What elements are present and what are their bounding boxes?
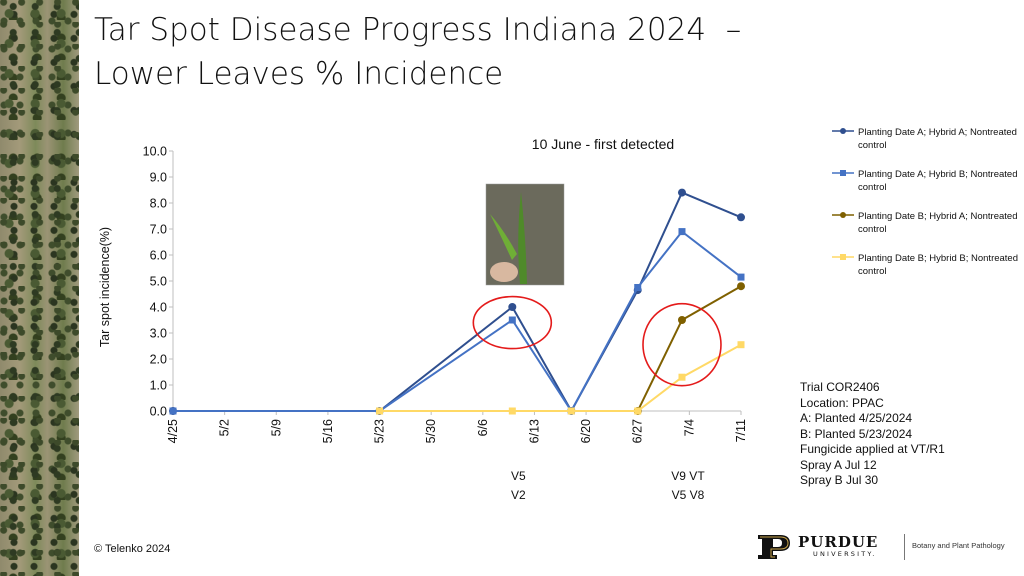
legend-swatch-2: [832, 170, 854, 176]
line-chart: 0.0 1.0 2.0 3.0 4.0 5.0 6.0 7.0 8.0 9.0 10.0 4/25 5/…: [98, 136, 748, 502]
trial-line-5: Fungicide applied at VT/R1: [800, 442, 945, 456]
series-2-point: [634, 284, 642, 291]
legend-swatch-1: [832, 128, 854, 134]
series-2-point: [737, 273, 745, 281]
series-4-point: [737, 341, 745, 349]
y-tick-label: 8.0: [150, 197, 167, 211]
growth-stage-label: V9 VT: [671, 469, 705, 483]
legend-label-3: Planting Date B; Hybrid A; Nontreated co…: [858, 211, 1018, 235]
series-3-point: [737, 282, 745, 291]
series-4-point: [567, 407, 575, 415]
trial-line-7: Spray B Jul 30: [800, 473, 879, 487]
series-4-point: [634, 407, 642, 415]
growth-stage-label: V5: [511, 469, 526, 483]
x-tick-label: 6/27: [631, 419, 645, 443]
series-line-2: [173, 230, 742, 413]
y-tick-label: 9.0: [150, 171, 167, 185]
y-tick-label: 4.0: [150, 301, 167, 315]
first-detected-annotation: 10 June - first detected: [532, 136, 674, 152]
series-2-point: [678, 228, 686, 236]
growth-stage-label: V5 V8: [672, 488, 705, 502]
logo-divider: [904, 534, 905, 560]
legend-item-3: Planting Date B; Hybrid A; Nontreated co…: [832, 210, 1022, 252]
y-tick-label: 10.0: [143, 145, 167, 159]
legend-swatch-3: [832, 212, 854, 218]
title-line-2: Lower Leaves % Incidence: [94, 56, 504, 92]
field-photo-strip: [0, 0, 79, 576]
series-4-point: [376, 407, 384, 415]
x-tick-label: 5/30: [424, 419, 438, 443]
inset-photo-leaf: [518, 192, 527, 284]
legend-item-4: Planting Date B; Hybrid B; Nontreated co…: [832, 252, 1022, 294]
logo-subtitle: UNIVERSITY.: [813, 550, 877, 558]
x-tick-label: 5/2: [218, 419, 232, 436]
series-line-1: [173, 191, 742, 414]
copyright: © Telenko 2024: [94, 543, 171, 555]
x-tick-label: 5/23: [373, 419, 387, 443]
legend-item-2: Planting Date A; Hybrid B; Nontreated co…: [832, 168, 1022, 210]
trial-line-2: Location: PPAC: [800, 395, 884, 410]
series-3-point: [677, 316, 686, 324]
y-tick-label: 1.0: [150, 379, 167, 393]
y-axis-label: Tar spot incidence(%): [98, 227, 112, 347]
annotation-circle: [642, 302, 722, 387]
x-tick-label: 7/4: [682, 419, 696, 436]
purdue-p-icon: [758, 535, 790, 559]
inset-photo-frame: [485, 183, 565, 286]
series-2-point: [508, 316, 516, 324]
trial-line-6: Spray A Jul 12: [800, 457, 877, 472]
legend-label-2: Planting Date A; Hybrid B; Nontreated co…: [858, 169, 1018, 193]
y-tick-label: 3.0: [150, 327, 167, 341]
series-1-point: [508, 303, 517, 311]
legend-swatch-4: [832, 254, 854, 260]
series-4-point: [678, 373, 686, 381]
x-tick-label: 5/16: [321, 419, 335, 443]
growth-stage-label: V2: [511, 488, 526, 502]
series-2-point: [169, 407, 177, 415]
trial-info: Trial COR2406 Location: PPAC A: Planted …: [800, 380, 945, 489]
x-tick-label: 5/9: [269, 419, 283, 436]
y-tick-label: 0.0: [150, 405, 167, 419]
page-title: Tar Spot Disease Progress Indiana 2024 –…: [94, 8, 874, 96]
inset-photo: [485, 183, 565, 286]
inset-photo-leaf-2: [490, 214, 517, 260]
y-tick-label: 7.0: [150, 223, 167, 237]
y-tick-label: 6.0: [150, 249, 167, 263]
x-tick-label: 6/13: [527, 419, 541, 443]
y-tick-label: 5.0: [150, 275, 167, 289]
series-1-point: [737, 213, 745, 222]
legend-item-1: Planting Date A; Hybrid A; Nontreated co…: [832, 126, 1022, 168]
series-1-point: [677, 188, 686, 197]
series-line-4: [379, 343, 742, 412]
y-tick-label: 2.0: [150, 353, 167, 367]
chart-legend: Planting Date A; Hybrid A; Nontreated co…: [832, 126, 1022, 294]
x-tick-label: 4/25: [166, 419, 180, 443]
title-line-1: Tar Spot Disease Progress Indiana 2024 –: [94, 12, 742, 48]
inset-photo-hand: [490, 262, 518, 282]
x-tick-label: 6/6: [476, 419, 490, 436]
purdue-logo: PURDUE UNIVERSITY. Botany and Plant Path…: [756, 532, 1006, 564]
series-4-point: [508, 407, 516, 415]
legend-label-4: Planting Date B; Hybrid B; Nontreated co…: [858, 253, 1019, 277]
x-tick-label: 6/20: [579, 419, 593, 443]
department-name: Botany and Plant Pathology: [912, 541, 1005, 550]
trial-line-1: Trial COR2406: [800, 380, 880, 394]
logo-name: PURDUE: [798, 533, 879, 551]
trial-line-3: A: Planted 4/25/2024: [800, 411, 913, 425]
annotation-circle: [472, 295, 553, 350]
legend-label-1: Planting Date A; Hybrid A; Nontreated co…: [858, 127, 1017, 151]
trial-line-4: B: Planted 5/23/2024: [800, 426, 913, 441]
x-tick-label: 7/11: [734, 419, 748, 442]
